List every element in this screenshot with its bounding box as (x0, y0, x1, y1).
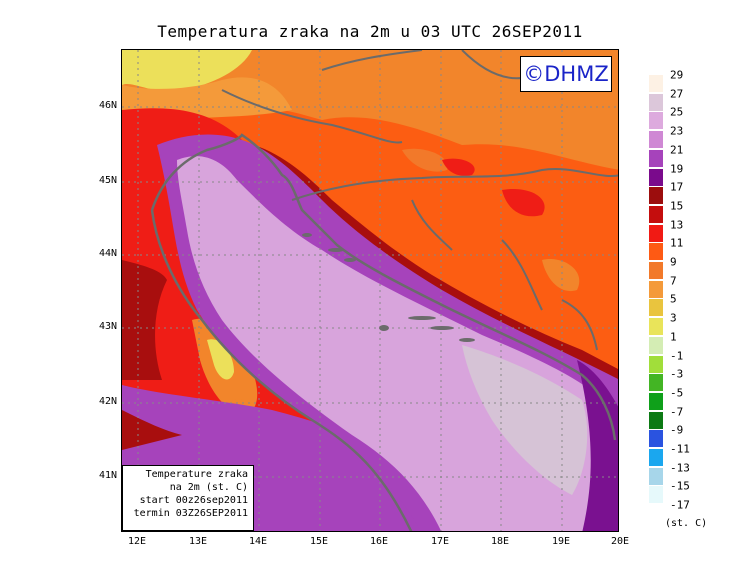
info-line-1: Temperature zraka (145, 469, 248, 480)
legend-label: 17 (670, 180, 684, 194)
legend-swatch (649, 75, 663, 92)
legend-swatch (649, 355, 663, 373)
map-canvas (122, 50, 618, 531)
y-tick-43n: 43N (98, 321, 117, 332)
inland-patch-4 (442, 158, 475, 176)
inland-patch-1 (402, 148, 448, 172)
x-tick-13e: 13E (188, 536, 208, 547)
legend-swatch (649, 392, 663, 410)
legend-swatch (649, 486, 663, 504)
y-tick-46n: 46N (98, 100, 117, 111)
legend-swatch (649, 430, 663, 448)
legend-label: 3 (670, 311, 677, 325)
italy-deep-purple (122, 410, 182, 450)
legend-label: 9 (670, 255, 677, 269)
legend-label: 5 (670, 292, 677, 306)
legend-label: 11 (670, 236, 684, 250)
legend-label: -9 (670, 423, 684, 437)
legend-swatch (649, 336, 663, 354)
legend-label: 23 (670, 124, 684, 138)
x-tick-16e: 16E (369, 536, 389, 547)
y-tick-42n: 42N (98, 396, 117, 407)
legend-swatch (649, 131, 663, 149)
info-box: Temperature zraka na 2m (st. C) start 00… (122, 465, 254, 531)
info-line-3: start 00z26sep2011 (139, 495, 248, 506)
legend-swatch (649, 374, 663, 392)
legend-label: -13 (670, 461, 690, 475)
legend-swatch (649, 318, 663, 336)
legend-label: -1 (670, 349, 684, 362)
legend-label: 21 (670, 143, 684, 157)
legend-swatch (649, 280, 663, 298)
legend-label: -15 (670, 479, 690, 493)
alps-yellow-zone (122, 50, 252, 92)
legend-swatch (649, 411, 663, 429)
legend-label: 15 (670, 199, 684, 213)
y-tick-44n: 44N (98, 248, 117, 259)
legend-label: 13 (670, 218, 684, 232)
legend-label: 29 (670, 68, 684, 82)
inland-patch-3 (542, 259, 580, 292)
legend-label: -17 (670, 498, 690, 512)
legend-swatch (649, 93, 663, 111)
legend-label: -11 (670, 442, 690, 456)
temperature-map: ©DHMZ Temperature zraka na 2m (st. C) st… (121, 49, 619, 532)
legend-swatch (649, 299, 663, 317)
legend-label: 1 (670, 330, 677, 344)
legend-label: 25 (670, 105, 684, 119)
legend-swatch (649, 187, 663, 205)
italy-darkred-band (122, 260, 167, 380)
info-line-4: termin 03Z26SEP2011 (133, 508, 248, 519)
legend-swatch (649, 168, 663, 186)
x-tick-18e: 18E (490, 536, 510, 547)
legend-swatch (649, 449, 663, 466)
dhmz-badge: ©DHMZ (520, 56, 612, 92)
legend-label: 27 (670, 87, 684, 101)
graticule (122, 50, 618, 531)
legend-label: -3 (670, 367, 684, 381)
x-tick-17e: 17E (430, 536, 450, 547)
x-tick-14e: 14E (248, 536, 268, 547)
coastline (150, 133, 617, 441)
y-tick-41n: 41N (98, 470, 117, 481)
islands (302, 233, 475, 342)
legend-label: -7 (670, 405, 684, 419)
adriatic-cool-zone (462, 345, 588, 495)
y-tick-45n: 45N (98, 175, 117, 186)
adriatic-sea (177, 156, 607, 531)
legend-swatch (649, 112, 663, 130)
legend-label: -5 (670, 386, 684, 400)
legend-swatch (649, 243, 663, 261)
x-tick-19e: 19E (551, 536, 571, 547)
legend-swatch (649, 467, 663, 485)
x-tick-15e: 15E (309, 536, 329, 547)
legend-label: 19 (670, 162, 684, 175)
legend-label: 7 (670, 274, 677, 288)
italy-coastline (150, 209, 413, 531)
albania-purple-zone (577, 360, 618, 531)
map-title: Temperatura zraka na 2m u 03 UTC 26SEP20… (157, 22, 583, 41)
legend-swatch (649, 224, 663, 242)
italy-yellow-zone (207, 339, 234, 380)
info-line-2: na 2m (st. C) (169, 482, 248, 493)
legend-swatch (649, 262, 663, 279)
national-borders (221, 50, 618, 351)
x-tick-20e: 20E (610, 536, 630, 547)
legend-unit: (st. C) (665, 518, 708, 529)
x-tick-12e: 12E (127, 536, 147, 547)
legend-swatch (649, 205, 663, 223)
legend-swatch (649, 149, 663, 167)
inland-patch-2 (502, 189, 545, 217)
